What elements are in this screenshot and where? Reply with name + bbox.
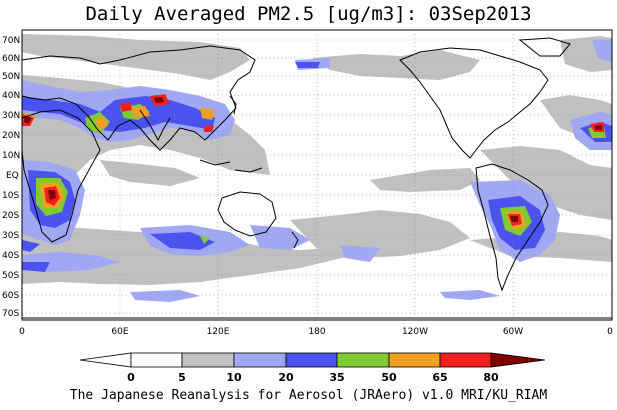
longitude-labels: 0 60E 120E 180 120W 60W 0 — [19, 327, 613, 337]
graticule — [22, 30, 612, 320]
lon-label: 0 — [607, 327, 613, 337]
lat-label: 70S — [2, 309, 19, 319]
colorbar-label: 80 — [483, 371, 499, 384]
lon-label: 0 — [19, 327, 25, 337]
lat-label: 30S — [2, 231, 19, 241]
lat-label: 40S — [2, 251, 19, 261]
lon-label: 120E — [207, 327, 230, 337]
colorbar-label: 50 — [381, 371, 397, 384]
lat-label: 70N — [2, 36, 20, 46]
colorbar-label: 20 — [278, 371, 294, 384]
map-area — [21, 29, 613, 321]
colorbar-swatch — [233, 352, 287, 368]
lat-label: 40N — [2, 91, 20, 101]
colorbar: 0 5 10 20 35 50 65 80 — [79, 352, 546, 384]
lon-label: 120W — [402, 327, 428, 337]
pm-80-plus-regions — [24, 97, 602, 222]
lat-label: 60N — [2, 54, 20, 64]
colorbar-swatch — [181, 352, 235, 368]
map-title: Daily Averaged PM2.5 [ug/m3]: 03Sep2013 — [85, 3, 532, 25]
lon-label: 180 — [308, 327, 325, 337]
lat-label: 20S — [2, 211, 19, 221]
credit-line: The Japanese Reanalysis for Aerosol (JRA… — [69, 388, 548, 403]
colorbar-upper-triangle — [490, 352, 546, 368]
colorbar-swatch — [285, 352, 338, 368]
lat-label: 30N — [2, 111, 20, 121]
lat-label: EQ — [6, 171, 19, 181]
colorbar-label: 65 — [432, 371, 447, 384]
lon-label: 60E — [111, 327, 128, 337]
lat-label: 50N — [2, 72, 20, 82]
lat-label: 60S — [2, 291, 19, 301]
lat-label: 20N — [2, 131, 20, 141]
colorbar-label: 5 — [178, 371, 186, 384]
lon-label: 60W — [503, 327, 523, 337]
colorbar-swatch — [388, 352, 441, 368]
pm-65-80-regions — [22, 94, 604, 226]
latitude-labels: 70N 60N 50N 40N 30N 20N 10N EQ 10S 20S 3… — [2, 36, 20, 319]
colorbar-label: 10 — [226, 371, 242, 384]
lat-label: 10N — [2, 151, 20, 161]
colorbar-lower-triangle — [79, 352, 132, 368]
colorbar-label: 35 — [329, 371, 344, 384]
lat-label: 10S — [2, 191, 19, 201]
colorbar-label: 0 — [127, 371, 135, 384]
colorbar-swatch — [336, 352, 390, 368]
colorbar-swatch — [439, 352, 492, 368]
lat-label: 50S — [2, 271, 19, 281]
colorbar-swatch — [130, 352, 183, 368]
